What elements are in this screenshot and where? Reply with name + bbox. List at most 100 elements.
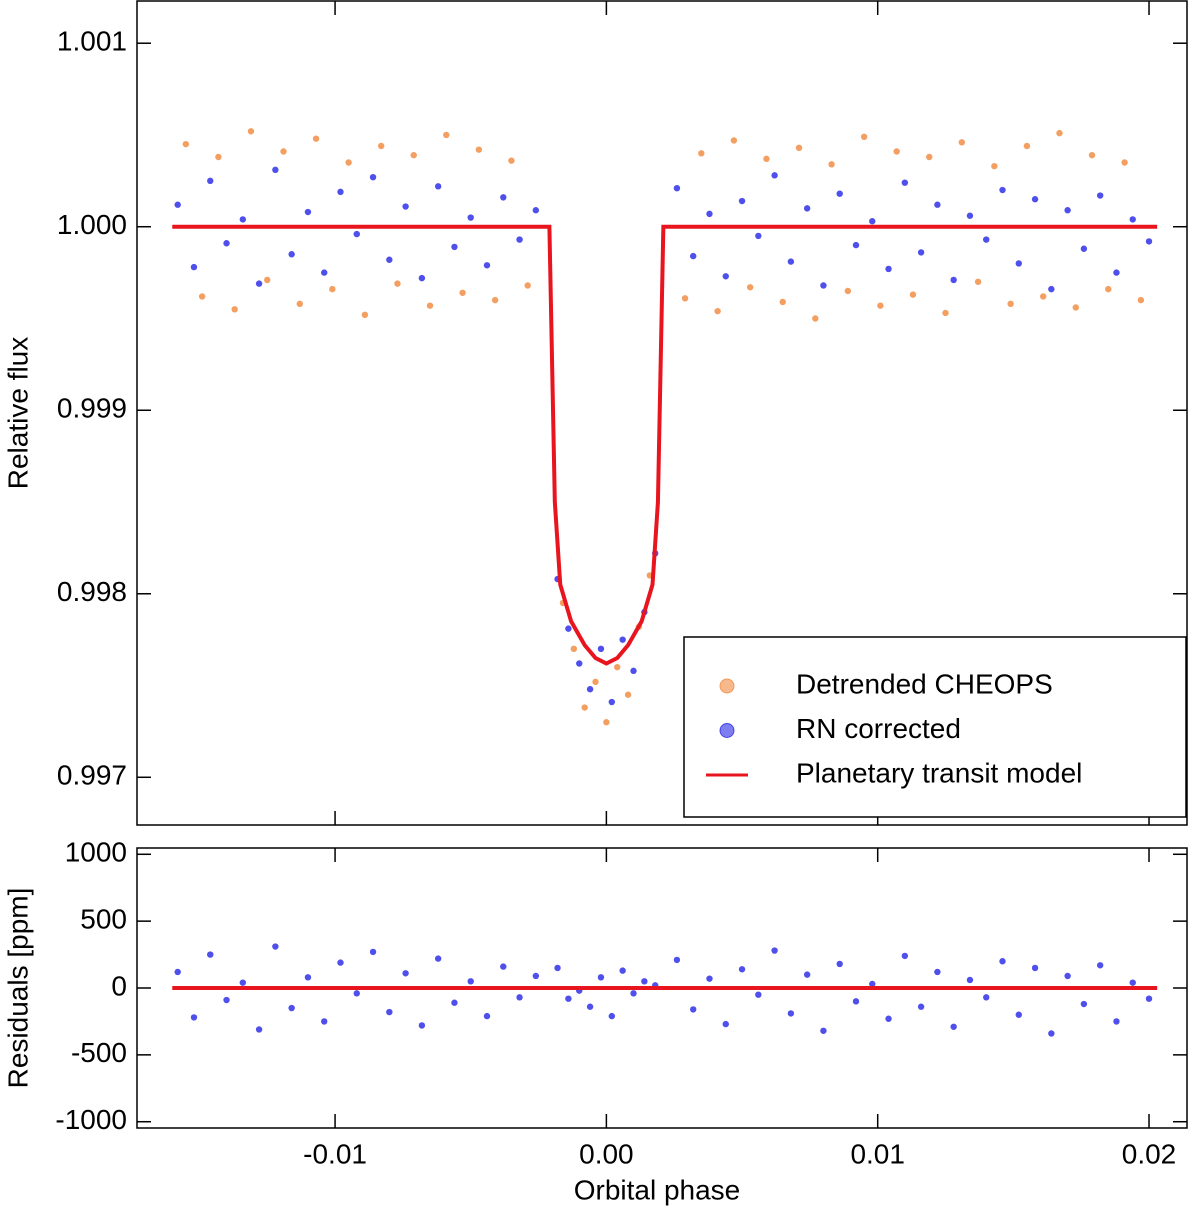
point: [763, 155, 770, 163]
point: [836, 190, 843, 197]
point: [255, 1026, 263, 1033]
point: [983, 236, 990, 243]
y-tick-label: 0.998: [57, 576, 127, 607]
point: [869, 980, 876, 988]
point: [239, 979, 247, 986]
y-tick-label: -500: [71, 1037, 127, 1068]
point: [706, 975, 713, 982]
point: [443, 131, 450, 139]
point: [1072, 304, 1079, 311]
x-axis-label: Orbital phase: [574, 1174, 741, 1205]
legend-swatch: [719, 678, 735, 694]
point: [467, 978, 474, 985]
point: [475, 146, 483, 153]
point: [410, 151, 417, 159]
point: [296, 300, 303, 308]
point: [877, 302, 884, 309]
point: [950, 1023, 957, 1030]
point: [608, 698, 616, 706]
point: [1121, 159, 1128, 166]
y-tick-label: 1.001: [57, 26, 127, 57]
point: [491, 296, 499, 304]
point: [1048, 1030, 1055, 1037]
point: [812, 315, 819, 322]
point: [386, 1008, 393, 1016]
point: [630, 990, 637, 997]
point: [377, 142, 385, 150]
point: [787, 1010, 795, 1017]
point: [746, 284, 754, 291]
point: [681, 295, 689, 302]
point: [1096, 192, 1104, 199]
point: [1113, 1018, 1120, 1025]
point: [1040, 293, 1047, 300]
point: [581, 704, 588, 711]
point: [304, 974, 312, 981]
point: [532, 207, 540, 214]
point: [779, 298, 786, 306]
point: [1145, 238, 1153, 245]
point: [641, 978, 648, 985]
point: [215, 153, 222, 161]
point: [1064, 972, 1071, 980]
point: [386, 256, 393, 263]
point: [885, 1015, 892, 1022]
point: [1080, 245, 1088, 252]
point: [624, 691, 632, 698]
point: [255, 280, 263, 287]
point: [280, 148, 287, 155]
point: [264, 276, 271, 284]
y-tick-label: 1.000: [57, 209, 127, 240]
point: [885, 265, 892, 273]
point: [1080, 1000, 1088, 1008]
y-tick-label: -1000: [55, 1104, 127, 1135]
point: [901, 179, 909, 186]
point: [394, 280, 401, 287]
point: [1015, 1011, 1022, 1018]
point: [321, 1018, 328, 1025]
point: [909, 291, 917, 298]
point: [532, 972, 540, 980]
point: [516, 994, 523, 1001]
point: [738, 197, 746, 205]
point: [771, 172, 778, 179]
point: [483, 262, 491, 269]
point: [361, 311, 369, 319]
y-tick-label: 0: [111, 970, 127, 1001]
point: [508, 157, 515, 164]
point: [755, 232, 762, 240]
y-tick-label: 0.999: [57, 393, 127, 424]
point: [174, 968, 181, 976]
point: [836, 960, 843, 968]
legend-label: Detrended CHEOPS: [796, 668, 1053, 699]
point: [966, 212, 974, 219]
point: [467, 214, 474, 221]
point: [860, 133, 868, 141]
point: [844, 287, 852, 295]
point: [337, 188, 344, 196]
point: [369, 948, 377, 956]
point: [1096, 962, 1104, 969]
y-tick-label: 0.997: [57, 760, 127, 791]
model-line: [172, 224, 1158, 666]
point: [459, 289, 466, 296]
point: [586, 685, 594, 693]
point: [418, 1022, 426, 1029]
point: [614, 663, 621, 671]
point: [771, 947, 778, 954]
point: [706, 210, 713, 218]
point: [983, 994, 990, 1001]
point: [304, 208, 312, 216]
point: [272, 166, 279, 174]
point: [991, 162, 998, 170]
point: [1015, 260, 1022, 267]
point: [353, 990, 360, 997]
point: [223, 996, 230, 1004]
point: [795, 144, 803, 152]
point: [402, 970, 409, 977]
point: [288, 1004, 295, 1012]
point: [337, 959, 344, 966]
point: [926, 153, 933, 161]
point: [1105, 285, 1112, 293]
point: [673, 184, 681, 192]
